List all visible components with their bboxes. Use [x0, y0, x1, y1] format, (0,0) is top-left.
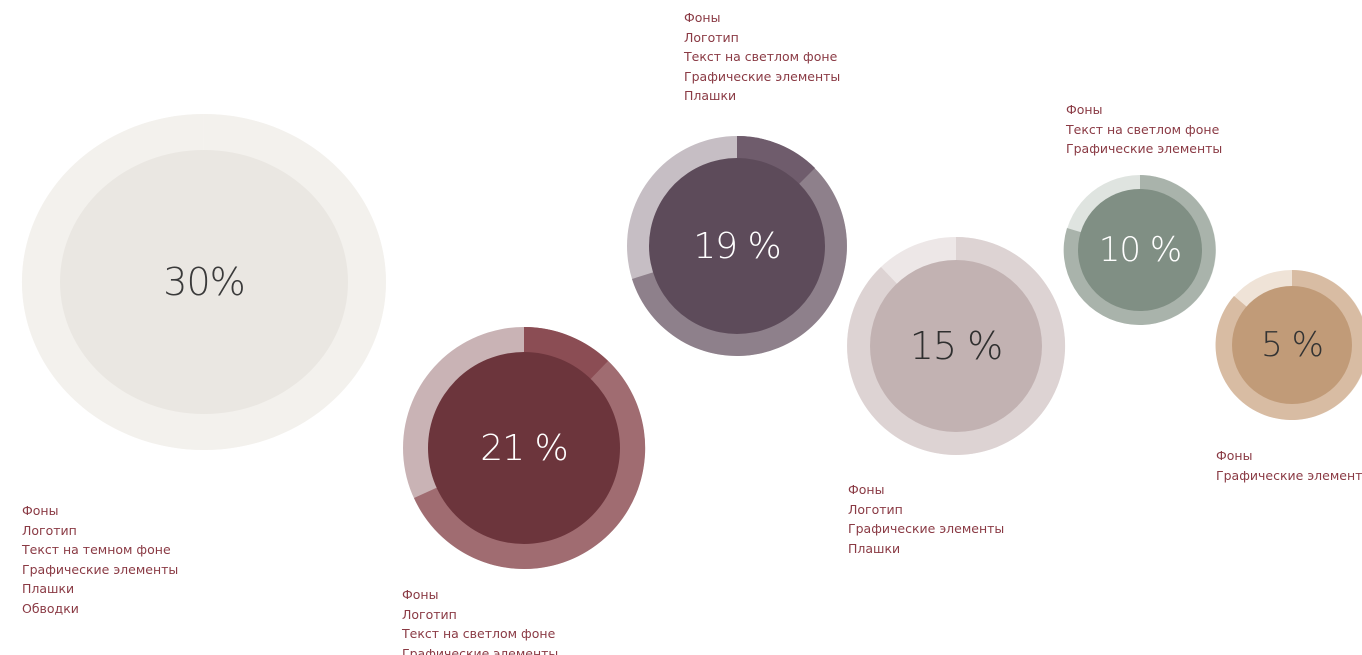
usage-list-19: Фоны Логотип Текст на светлом фоне Графи… [684, 8, 840, 106]
usage-item: Логотип [848, 501, 903, 517]
usage-item: Фоны [22, 503, 59, 518]
usage-item: Плашки [22, 581, 75, 597]
usage-list-15: Фоны Логотип Графические элементы Плашки [848, 480, 1004, 558]
percent-label: 21 % [480, 427, 568, 469]
swatch-ring [1063, 175, 1216, 325]
usage-item: Графические элементы [402, 645, 559, 655]
percent-label: 19 % [693, 225, 781, 267]
swatch-ring [21, 114, 386, 451]
swatch-5: 5 % [1215, 270, 1362, 420]
usage-item: Фоны [1066, 102, 1103, 117]
usage-item: Фоны [1216, 448, 1253, 463]
usage-item: Текст на темном фоне [22, 542, 171, 558]
usage-item: Фоны [402, 587, 439, 602]
swatch-ring [1215, 270, 1362, 420]
usage-item: Текст на светлом фоне [1066, 121, 1220, 137]
percent-label: 5 % [1261, 325, 1324, 365]
percent-label: 15 % [909, 324, 1004, 368]
usage-item: Графические элементы [684, 68, 841, 84]
swatch-ring [627, 135, 847, 356]
usage-item: Графические элементы [1216, 467, 1362, 483]
swatch-19: 19 % [627, 135, 847, 356]
ring-inner [60, 150, 348, 414]
swatch-15: 15 % [847, 236, 1066, 455]
ring-inner [649, 158, 825, 334]
ring-inner [428, 352, 620, 544]
usage-item: Логотип [684, 29, 739, 45]
usage-item: Логотип [402, 606, 457, 622]
usage-list-30: Фоны Логотип Текст на темном фоне Графич… [22, 501, 178, 619]
usage-item: Плашки [848, 540, 901, 556]
ring-inner [1232, 286, 1352, 404]
ring-inner [1078, 189, 1202, 311]
usage-item: Фоны [848, 482, 885, 497]
usage-list-10: Фоны Текст на светлом фоне Графические э… [1066, 100, 1222, 159]
usage-list-5: Фоны Графические элементы [1216, 446, 1362, 485]
swatch-10: 10 % [1063, 175, 1216, 325]
swatch-21: 21 % [403, 326, 646, 569]
swatch-30: 30% [21, 114, 386, 451]
usage-item: Графические элементы [22, 561, 179, 577]
usage-item: Плашки [684, 88, 737, 104]
percent-label: 10 % [1098, 230, 1182, 270]
usage-item: Графические элементы [1066, 141, 1223, 157]
usage-item: Фоны [684, 10, 721, 25]
usage-item: Обводки [22, 600, 79, 616]
usage-item: Логотип [22, 522, 77, 538]
swatch-ring [847, 236, 1066, 455]
ring-inner [870, 260, 1042, 432]
percent-label: 30% [163, 260, 245, 304]
swatch-ring [403, 326, 646, 569]
usage-list-21: Фоны Логотип Текст на светлом фоне Графи… [402, 585, 558, 655]
usage-item: Текст на светлом фоне [684, 49, 838, 65]
usage-item: Графические элементы [848, 521, 1005, 537]
usage-item: Текст на светлом фоне [402, 626, 556, 642]
